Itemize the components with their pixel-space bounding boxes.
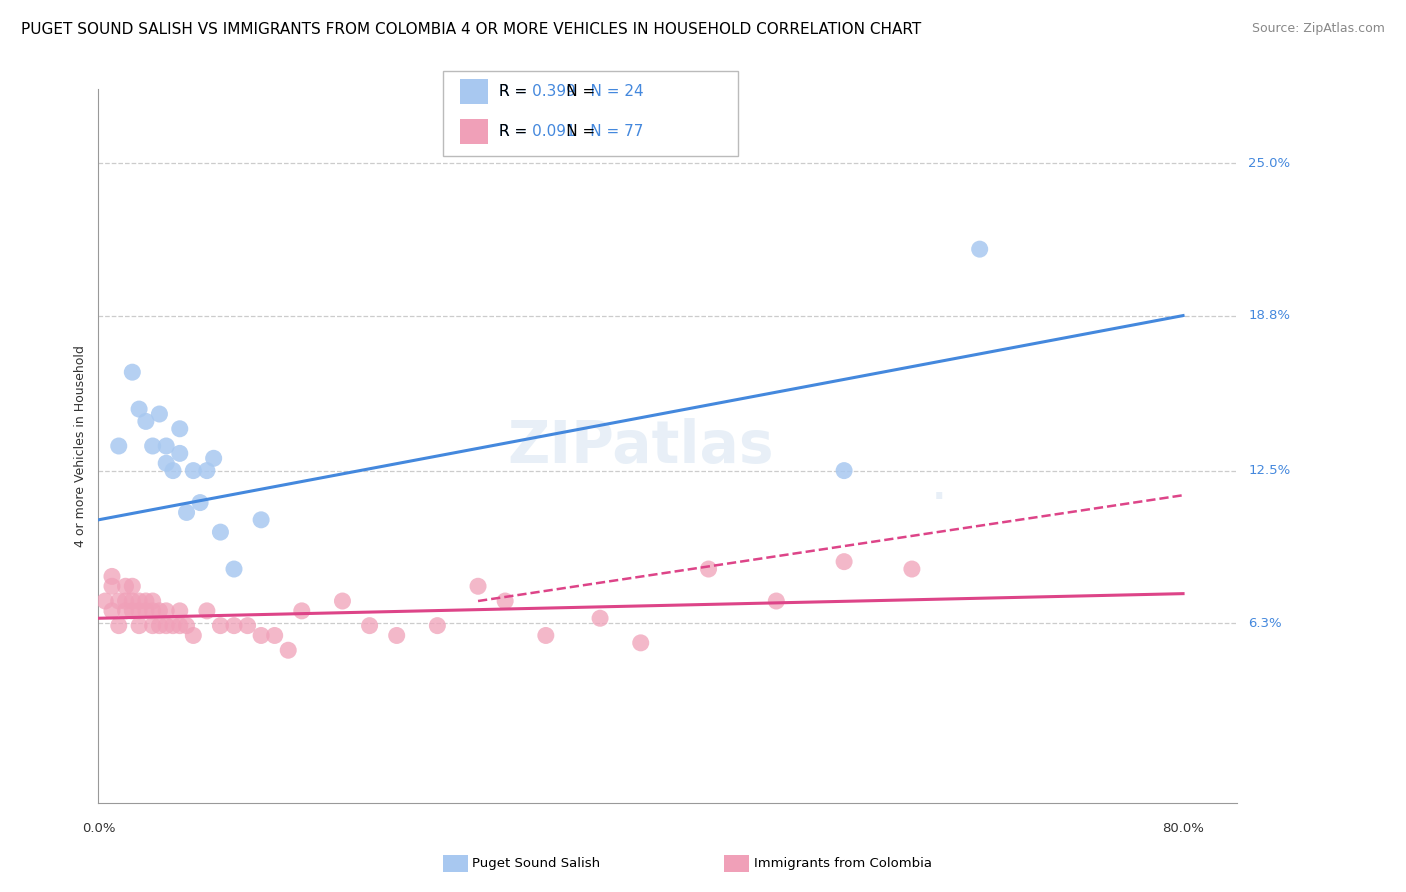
Point	[101, 579, 124, 593]
Text: R =        N =: R = N =	[499, 84, 600, 99]
Point	[114, 594, 136, 608]
Point	[236, 618, 259, 632]
Point	[142, 618, 165, 632]
Point	[183, 628, 205, 642]
Point	[630, 636, 652, 650]
Text: ZIPatlas: ZIPatlas	[508, 417, 775, 475]
Point	[148, 604, 170, 618]
Point	[128, 604, 150, 618]
Point	[162, 618, 184, 632]
Point	[128, 618, 150, 632]
Text: 18.8%: 18.8%	[1249, 310, 1291, 322]
Point	[94, 594, 117, 608]
Point	[155, 618, 177, 632]
Text: 25.0%: 25.0%	[1249, 156, 1291, 169]
Text: R = 0.091   N = 77: R = 0.091 N = 77	[499, 124, 644, 139]
Point	[169, 604, 191, 618]
Point	[135, 594, 157, 608]
Point	[209, 525, 232, 540]
Point	[107, 594, 129, 608]
Point	[467, 579, 489, 593]
Text: Source: ZipAtlas.com: Source: ZipAtlas.com	[1251, 22, 1385, 36]
Point	[101, 604, 124, 618]
Point	[107, 618, 129, 632]
Point	[969, 242, 991, 256]
Point	[121, 594, 143, 608]
Point	[332, 594, 354, 608]
Point	[291, 604, 314, 618]
Point	[169, 618, 191, 632]
Point	[135, 414, 157, 428]
Text: R = 0.399   N = 24: R = 0.399 N = 24	[499, 84, 644, 99]
Text: 6.3%: 6.3%	[1249, 616, 1282, 630]
Point	[277, 643, 299, 657]
Point	[169, 422, 191, 436]
Text: PUGET SOUND SALISH VS IMMIGRANTS FROM COLOMBIA 4 OR MORE VEHICLES IN HOUSEHOLD C: PUGET SOUND SALISH VS IMMIGRANTS FROM CO…	[21, 22, 921, 37]
Point	[222, 618, 245, 632]
Point	[426, 618, 449, 632]
Point	[697, 562, 720, 576]
Text: 80.0%: 80.0%	[1163, 822, 1204, 836]
Point	[142, 604, 165, 618]
Text: R =        N =: R = N =	[499, 124, 600, 139]
Point	[121, 579, 143, 593]
Point	[765, 594, 787, 608]
Point	[209, 618, 232, 632]
Point	[155, 439, 177, 453]
Point	[114, 604, 136, 618]
Point	[494, 594, 516, 608]
Point	[155, 456, 177, 470]
Point	[263, 628, 285, 642]
Point	[121, 604, 143, 618]
Point	[589, 611, 612, 625]
Text: Immigrants from Colombia: Immigrants from Colombia	[754, 857, 932, 870]
Y-axis label: 4 or more Vehicles in Household: 4 or more Vehicles in Household	[75, 345, 87, 547]
Point	[188, 495, 211, 509]
Point	[250, 628, 273, 642]
Point	[832, 464, 855, 478]
Text: 12.5%: 12.5%	[1249, 464, 1291, 477]
Text: 0.0%: 0.0%	[82, 822, 115, 836]
Text: Puget Sound Salish: Puget Sound Salish	[472, 857, 600, 870]
Point	[832, 555, 855, 569]
Point	[183, 464, 205, 478]
Point	[128, 402, 150, 417]
Point	[142, 594, 165, 608]
Text: .: .	[929, 454, 948, 511]
Point	[901, 562, 924, 576]
Point	[176, 505, 198, 519]
Point	[169, 446, 191, 460]
Point	[162, 464, 184, 478]
Point	[142, 439, 165, 453]
Point	[202, 451, 225, 466]
Point	[195, 604, 218, 618]
Point	[148, 618, 170, 632]
Point	[135, 604, 157, 618]
Point	[101, 569, 124, 583]
Point	[148, 407, 170, 421]
Point	[359, 618, 381, 632]
Point	[534, 628, 557, 642]
Point	[385, 628, 408, 642]
Point	[128, 594, 150, 608]
Point	[222, 562, 245, 576]
Point	[121, 365, 143, 379]
Point	[114, 579, 136, 593]
Point	[250, 513, 273, 527]
Point	[107, 439, 129, 453]
Point	[195, 464, 218, 478]
Point	[155, 604, 177, 618]
Point	[176, 618, 198, 632]
